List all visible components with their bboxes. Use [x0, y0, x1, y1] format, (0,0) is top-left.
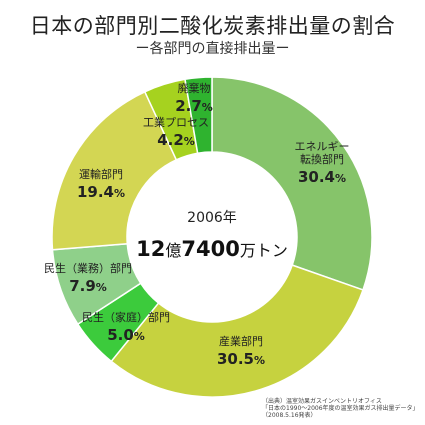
- center-total-unit1: 億: [165, 241, 181, 260]
- slice-value-5: 4.2%: [157, 131, 195, 149]
- source-note: （出典）温室効果ガスインベントリオフィス 「日本の1990～2006年度の温室効…: [262, 398, 419, 419]
- center-year: 2006年: [187, 210, 237, 226]
- slice-label-4: 運輸部門: [79, 167, 123, 181]
- slice-label-5: 工業プロセス: [143, 116, 209, 129]
- slice-value-1: 30.5%: [217, 350, 265, 368]
- center-total-num2: 7400: [181, 237, 239, 261]
- source-line-2: 「日本の1990～2006年度の温室効果ガス排出量データ」: [262, 405, 419, 412]
- chart-title: 日本の部門別二酸化炭素排出量の割合: [29, 14, 396, 38]
- slice-value-0: 30.4%: [298, 168, 346, 186]
- slice-label-0-0: エネルギー: [295, 140, 350, 153]
- slice-value-2: 5.0%: [107, 326, 145, 344]
- source-line-1: （出典）温室効果ガスインベントリオフィス: [262, 398, 382, 405]
- slice-label-1: 産業部門: [219, 334, 263, 348]
- center-total: 12億7400万トン: [136, 237, 288, 261]
- slice-label-3: 民生（業務）部門: [44, 261, 132, 275]
- center-total-unit2: 万トン: [240, 241, 288, 260]
- slice-label-2: 民生（家庭）部門: [82, 310, 170, 324]
- slice-value-6: 2.7%: [175, 97, 213, 115]
- center-total-num1: 12: [136, 237, 165, 261]
- slice-label-0-1: 転換部門: [300, 152, 344, 166]
- slice-label-6: 廃棄物: [178, 81, 211, 95]
- donut-hole: [127, 152, 297, 322]
- slice-value-3: 7.9%: [69, 277, 107, 295]
- slice-value-4: 19.4%: [77, 183, 125, 201]
- chart-subtitle: ー各部門の直接排出量ー: [135, 41, 290, 57]
- donut-slices: [51, 76, 373, 398]
- source-line-3: （2008.5.16発表）: [262, 412, 317, 419]
